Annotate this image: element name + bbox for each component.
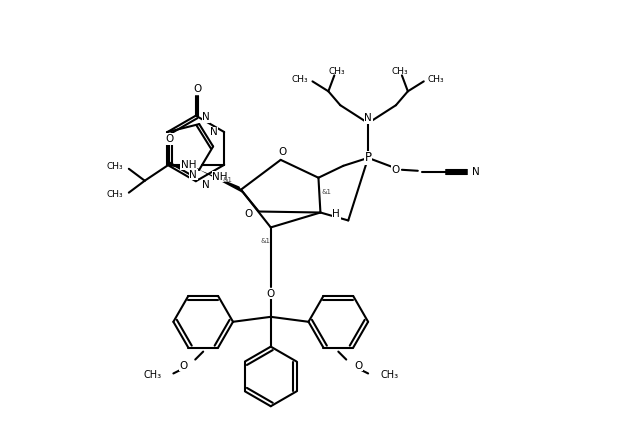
Text: N: N	[190, 170, 197, 180]
Text: NH: NH	[212, 172, 228, 182]
Text: N: N	[210, 127, 217, 137]
Text: O: O	[267, 289, 275, 299]
Text: O: O	[245, 208, 253, 219]
Text: N: N	[364, 113, 372, 123]
Text: &1: &1	[222, 177, 232, 183]
Text: O: O	[165, 134, 174, 144]
Text: CH₃: CH₃	[380, 371, 398, 380]
Polygon shape	[199, 170, 242, 193]
Text: CH₃: CH₃	[328, 67, 345, 76]
Text: O: O	[194, 84, 202, 94]
Text: CH₃: CH₃	[143, 371, 161, 380]
Text: NH: NH	[181, 160, 196, 170]
Text: O: O	[278, 147, 287, 157]
Text: O: O	[179, 360, 187, 371]
Text: &1: &1	[261, 238, 271, 244]
Text: N: N	[202, 180, 210, 190]
Text: O: O	[392, 165, 400, 175]
Text: CH₃: CH₃	[292, 75, 309, 84]
Text: &1: &1	[322, 189, 331, 195]
Text: CH₃: CH₃	[106, 162, 123, 171]
Text: CH₃: CH₃	[106, 190, 123, 199]
Text: N: N	[202, 112, 210, 122]
Text: P: P	[365, 152, 372, 164]
Text: O: O	[354, 360, 363, 371]
Text: N: N	[471, 167, 479, 177]
Text: CH₃: CH₃	[428, 75, 444, 84]
Text: CH₃: CH₃	[392, 67, 408, 76]
Text: H: H	[332, 209, 340, 220]
